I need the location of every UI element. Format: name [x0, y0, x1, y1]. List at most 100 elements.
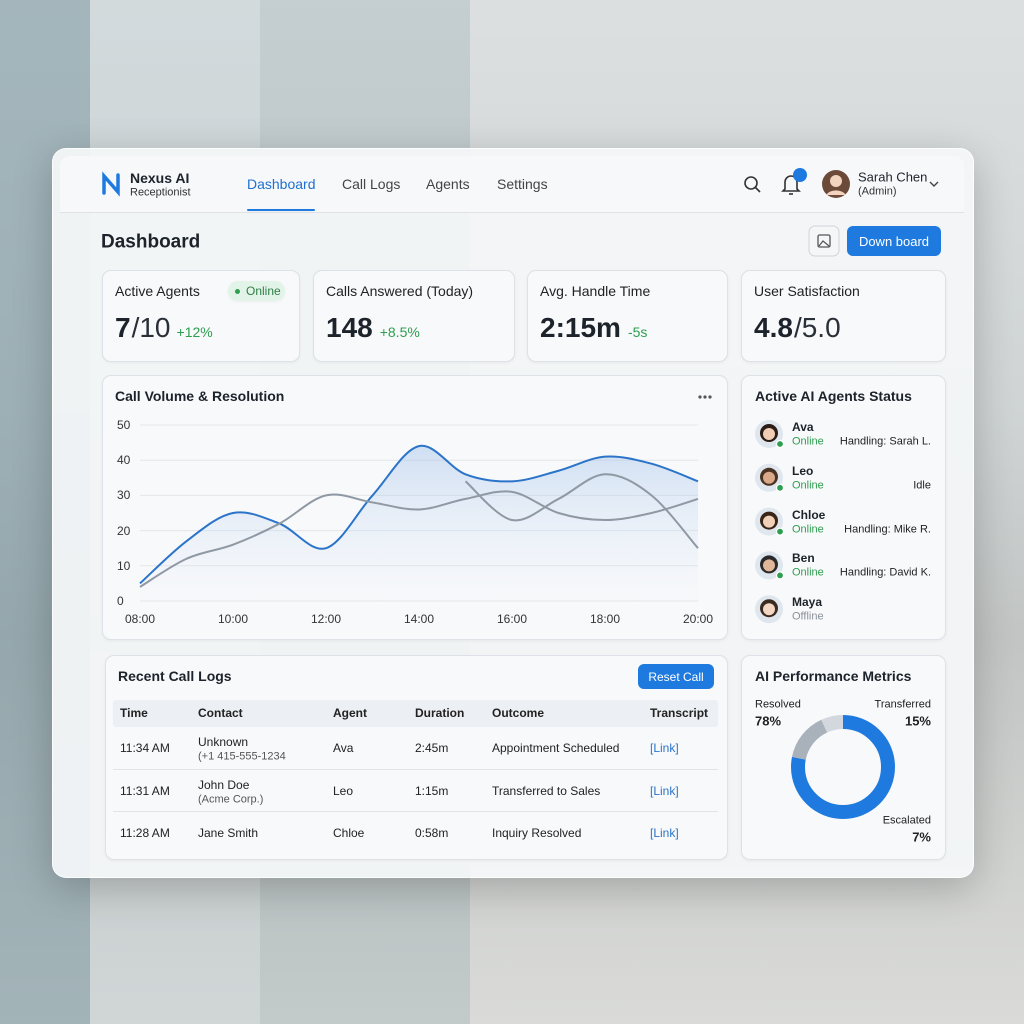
y-tick-label: 0: [117, 594, 124, 608]
y-tick-label: 40: [117, 453, 131, 468]
row-divider: [113, 811, 718, 812]
status-dot: [235, 289, 240, 294]
agent-name: Chloe: [792, 507, 826, 522]
series-line: [139, 445, 699, 585]
x-tick-label: 14:00: [403, 612, 435, 626]
chart-title: AI Performance Metrics: [755, 668, 912, 684]
y-tick-label: 50: [117, 418, 131, 432]
agent-face: [763, 603, 775, 616]
slice-value: 15%: [904, 713, 931, 729]
kpi-card: [741, 270, 946, 362]
metrics-card: [741, 655, 946, 860]
chevron[interactable]: [929, 181, 939, 187]
kpi-change: +12%: [176, 324, 213, 340]
agent-status: Online: [792, 566, 824, 579]
x-tick-label: 10:00: [217, 612, 249, 626]
user-name: Sarah Chen: [858, 169, 928, 185]
kpi-card: [313, 270, 515, 362]
nav-item[interactable]: Call Logs: [342, 176, 401, 192]
kpi-card: [527, 270, 728, 362]
column-header: Outcome: [492, 706, 545, 720]
download-button[interactable]: Down board: [847, 226, 941, 256]
online-dot: [775, 571, 785, 580]
contact-detail: (Acme Corp.): [198, 793, 264, 806]
nav-underline: [247, 209, 315, 211]
kpi-label: User Satisfaction: [754, 283, 860, 299]
series-line: [464, 473, 699, 549]
x-tick-label: 16:00: [496, 612, 528, 626]
chart-title: Call Volume & Resolution: [115, 388, 285, 404]
slice-value: 7%: [912, 829, 931, 845]
agent-face: [763, 559, 775, 572]
cell: 2:45m: [415, 741, 449, 755]
cell: Inquiry Resolved: [492, 826, 582, 840]
nav-item[interactable]: Settings: [497, 176, 548, 192]
kpi-value: 7: [115, 312, 131, 343]
panel-title: Active AI Agents Status: [755, 388, 912, 404]
user-role: (Admin): [858, 185, 897, 198]
agent-status: Online: [792, 435, 824, 448]
agent-activity: Handling: Sarah L.: [839, 435, 931, 448]
kpi-label: Active Agents: [115, 283, 200, 299]
brand-name: Nexus AI: [130, 170, 190, 186]
agent-activity: Handling: David K.: [839, 566, 931, 579]
cell: 11:31 AM: [120, 784, 170, 798]
donut-slice: [791, 715, 895, 819]
kpi-value: 2:15m: [540, 312, 621, 343]
more-menu[interactable]: [698, 395, 712, 399]
nav-item[interactable]: Agents: [426, 176, 470, 192]
transcript-link[interactable]: [Link]: [650, 741, 679, 755]
agent-status: Online: [792, 523, 824, 536]
cell: 0:58m: [415, 826, 449, 840]
series-line: [139, 490, 699, 588]
badge: [793, 168, 807, 182]
x-tick-label: 12:00: [310, 612, 342, 626]
kpi-total: /10: [131, 312, 171, 343]
agent-status: Offline: [792, 610, 824, 623]
online-dot: [775, 439, 785, 449]
agent-name: Leo: [792, 463, 814, 478]
nav-item[interactable]: Dashboard: [247, 176, 316, 192]
top-bar: [60, 156, 964, 213]
slice-label: Resolved: [755, 698, 801, 711]
cell: Transferred to Sales: [492, 784, 601, 798]
x-tick-label: 18:00: [589, 612, 621, 626]
x-tick-label: 20:00: [682, 612, 714, 626]
cell: 1:15m: [415, 784, 449, 798]
user-avatar[interactable]: [822, 170, 850, 198]
transcript-link[interactable]: [Link]: [650, 826, 679, 840]
page-title: Dashboard: [101, 231, 201, 253]
column-header: Transcript: [650, 706, 709, 720]
kpi-value: 148: [326, 312, 373, 343]
row-divider: [113, 769, 718, 770]
y-tick-label: 10: [117, 558, 131, 573]
transcript-link[interactable]: [Link]: [650, 784, 679, 798]
agent-name: Ben: [792, 551, 815, 566]
column-header: Contact: [198, 706, 243, 720]
agent-name: Ava: [792, 420, 814, 434]
cell: Appointment Scheduled: [492, 741, 620, 755]
column-header: Time: [120, 706, 148, 720]
slice-label: Transferred: [874, 698, 931, 711]
slice-label: Escalated: [882, 814, 931, 827]
call-logs-card: [105, 655, 728, 860]
column-header: Duration: [415, 706, 465, 720]
online-dot: [775, 527, 785, 536]
agent-face: [763, 471, 775, 484]
search-icon[interactable]: [744, 176, 761, 193]
online-dot: [775, 483, 785, 492]
column-header: Agent: [333, 706, 367, 720]
kpi-change: -5s: [627, 324, 648, 340]
status-badge: [228, 281, 285, 301]
kpi-total: /5.0: [793, 312, 841, 343]
kpi-value: 4.8: [754, 312, 793, 343]
image-button[interactable]: [808, 225, 840, 257]
cell: Ava: [333, 741, 354, 755]
agent-face: [763, 428, 775, 440]
reset-call-button[interactable]: Reset Call: [638, 664, 714, 689]
slice-value: 78%: [755, 713, 782, 729]
contact-name: John Doe: [198, 778, 250, 792]
agent-activity: Handling: Mike R.: [844, 523, 931, 536]
contact-detail: (+1 415-555-1234: [198, 750, 286, 763]
